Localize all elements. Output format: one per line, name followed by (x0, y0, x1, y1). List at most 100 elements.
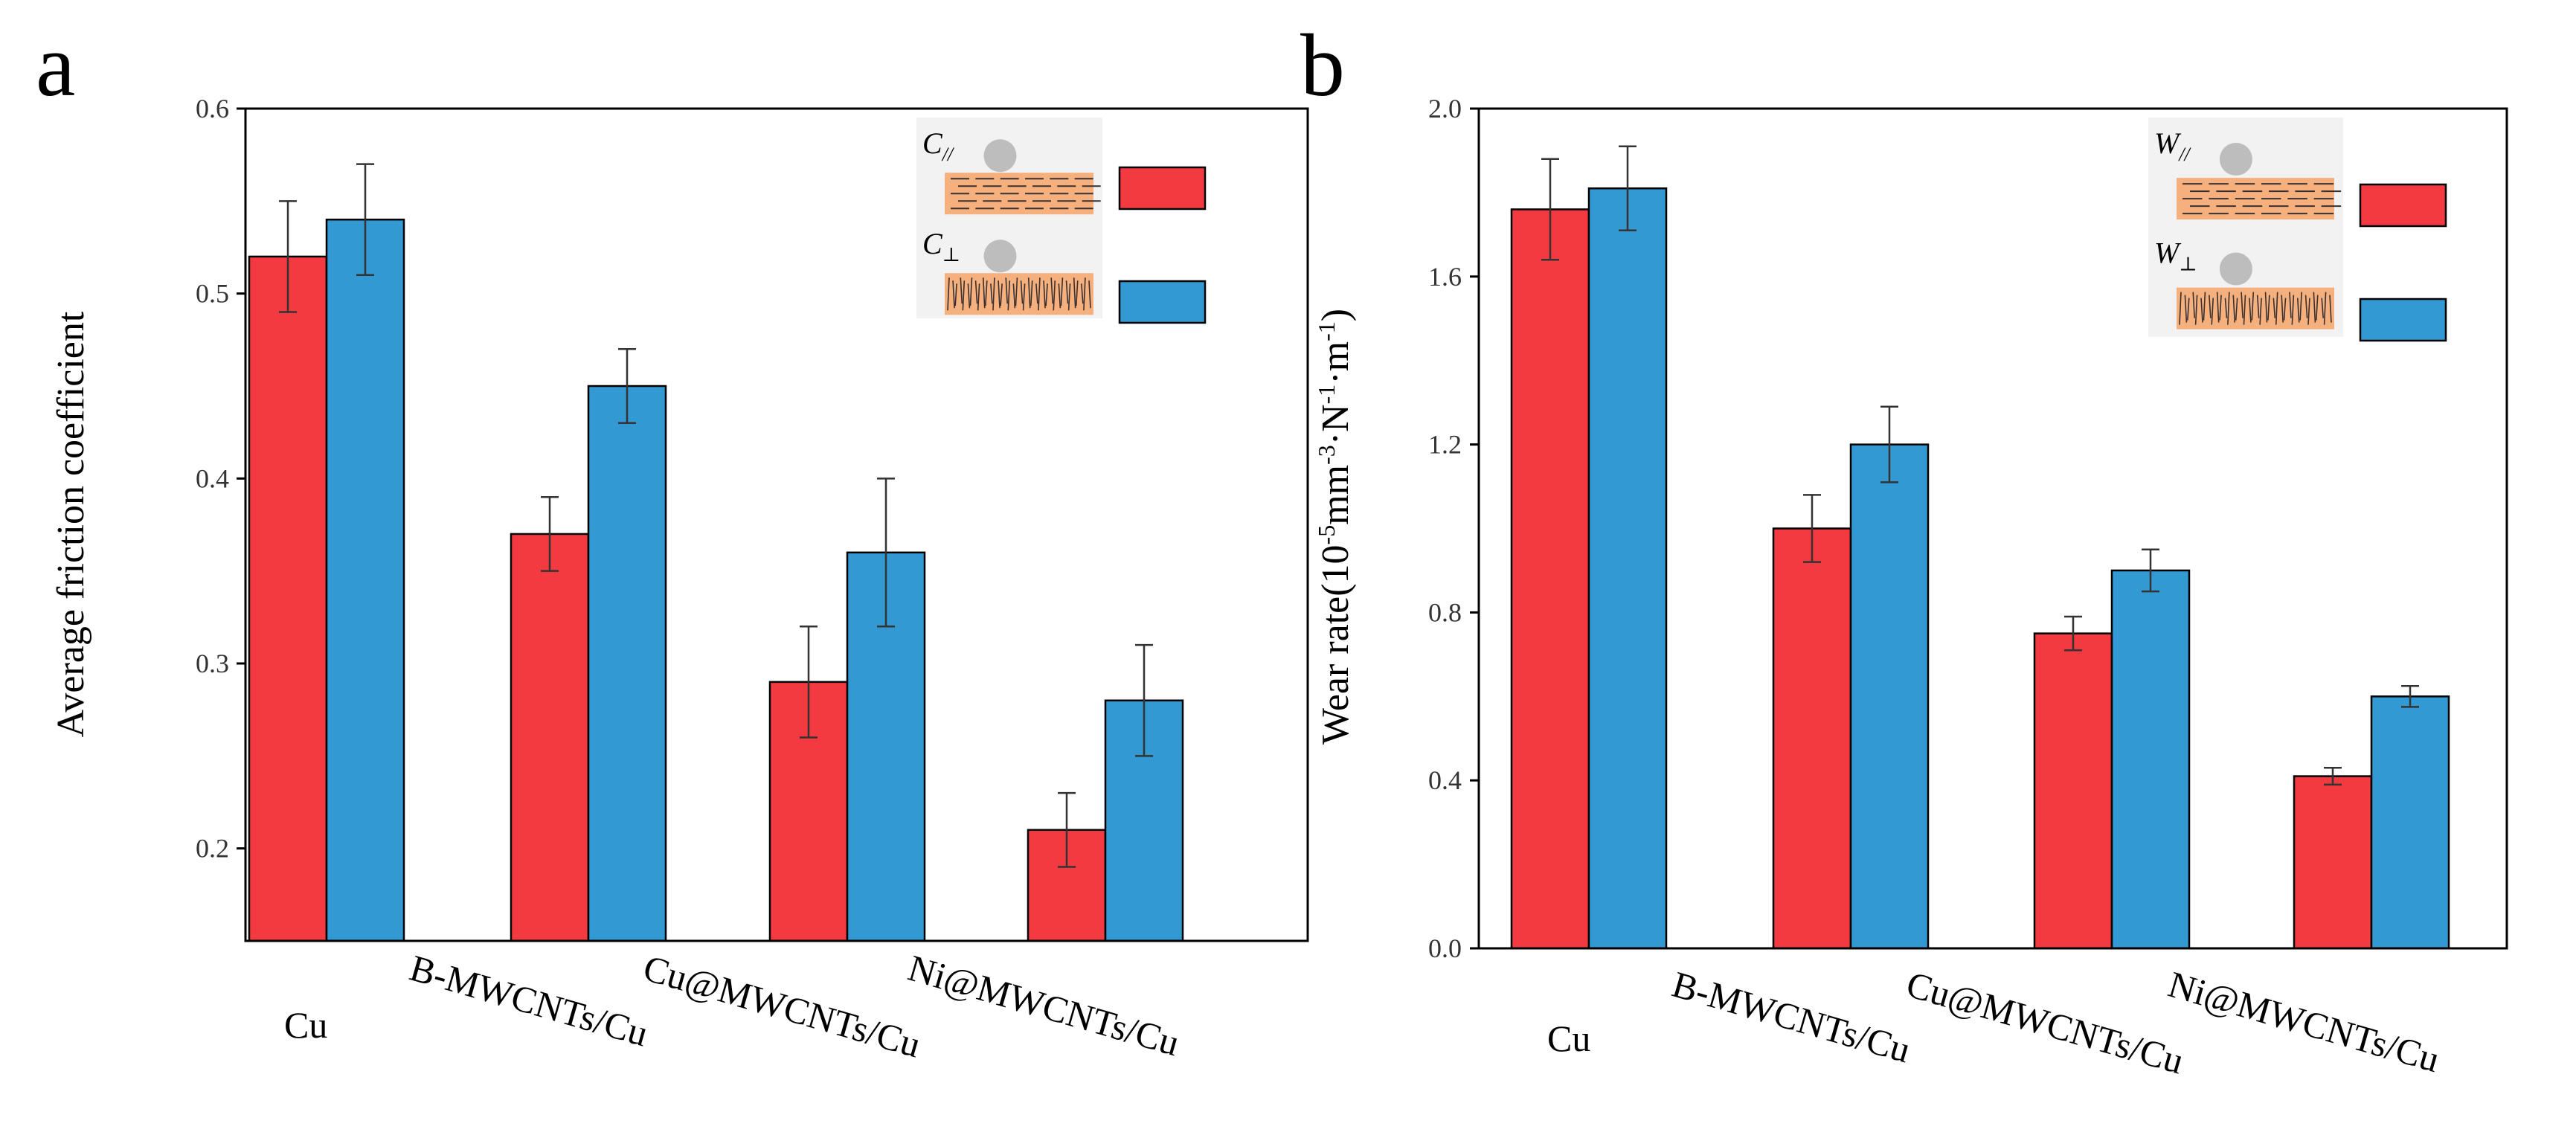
fiber-line (969, 277, 973, 306)
fiber-line (2194, 295, 2198, 325)
fiber-line (2323, 292, 2327, 325)
fiber-line (2275, 292, 2278, 325)
y-tick-label: 0.0 (1428, 933, 1462, 963)
fiber-line (974, 280, 978, 304)
y-tick-label: 0.8 (1428, 597, 1462, 627)
fiber-line (1035, 283, 1038, 304)
fiber-line (2243, 295, 2246, 325)
fiber-line (2313, 292, 2316, 323)
fiber-line (2200, 298, 2203, 323)
legend-label: W⊥ (2154, 237, 2197, 275)
bar (248, 255, 328, 942)
bar (325, 218, 405, 942)
y-tick-label: 0.3 (196, 649, 229, 678)
fiber-line (1020, 280, 1024, 304)
bar (1772, 527, 1852, 950)
fiber-line (2296, 298, 2300, 323)
y-tick-label: 2.0 (1428, 94, 1462, 123)
fiber-line (2187, 298, 2190, 321)
legend-subscript: ⊥ (2179, 254, 2197, 275)
fiber-line (1000, 283, 1003, 306)
legend-subscript: // (941, 144, 955, 165)
y-axis-title-part: -3 (1313, 445, 1340, 465)
panel-letter: a (36, 16, 75, 115)
legend-symbol: W (2154, 237, 2182, 270)
fiber-line (1043, 280, 1046, 309)
fiber-line (992, 277, 995, 311)
fiber-line (2256, 295, 2260, 318)
fiber-line (2209, 295, 2212, 318)
fiber-line (2291, 295, 2295, 325)
fiber-line (2259, 298, 2262, 325)
fiber-line (1073, 277, 1076, 309)
fiber-line (2264, 292, 2268, 323)
fiber-line (2281, 295, 2284, 323)
fiber-line (2179, 292, 2182, 325)
y-tick-label: 1.2 (1428, 430, 1462, 460)
y-axis-title-part: -1 (1313, 321, 1340, 341)
fiber-line (1081, 283, 1084, 304)
fiber-line (1050, 277, 1053, 304)
sample-block (2177, 287, 2334, 329)
legend-subscript: // (2177, 144, 2191, 165)
fiber-line (967, 283, 971, 309)
ball-icon (983, 240, 1017, 273)
fiber-line (1027, 277, 1031, 309)
fiber-line (2273, 298, 2276, 318)
y-axis-title-part: ) (1314, 309, 1357, 321)
legend-inset: C//C⊥ (916, 118, 1102, 318)
fiber-line (2216, 292, 2220, 323)
fiber-line (2283, 298, 2287, 321)
legend-label: W// (2154, 126, 2192, 165)
y-axis-title-part: ·N (1314, 404, 1357, 445)
y-axis-title-part: mm (1314, 465, 1357, 525)
fiber-line (1038, 277, 1041, 311)
y-tick-label: 0.4 (1428, 765, 1462, 795)
fiber-line (2251, 292, 2255, 321)
fiber-line (2249, 298, 2252, 323)
fiber-line (960, 277, 963, 304)
fiber-line (1015, 277, 1018, 306)
legend-symbol: C (922, 227, 943, 260)
fiber-line (2307, 298, 2310, 325)
y-axis-title: Average friction coefficient (50, 311, 92, 737)
fiber-line (2227, 292, 2230, 325)
plot-frame (1477, 107, 2508, 950)
fiber-line (1065, 280, 1069, 304)
fiber-line (1060, 277, 1064, 306)
y-axis-title-part: -5 (1313, 525, 1340, 545)
y-tick-label: 0.5 (196, 279, 229, 309)
fiber-line (952, 280, 955, 309)
legend-inset: W//W⊥ (2148, 118, 2343, 337)
fiber-line (1007, 280, 1011, 311)
bar (2370, 695, 2450, 950)
fiber-line (985, 280, 988, 306)
sample-block (945, 173, 1093, 215)
y-axis-title: Wear rate(10-5mm-3·N-1·m-1) (1313, 309, 1357, 745)
category-label: Cu (1547, 1018, 1590, 1059)
bar (2110, 569, 2191, 950)
fiber-line (1083, 277, 1086, 311)
legend-swatch (2359, 298, 2447, 342)
y-tick-label: 0.4 (196, 463, 229, 493)
fiber-line (1005, 277, 1009, 304)
fiber-line (2211, 298, 2214, 325)
fiber-line (2315, 295, 2319, 321)
y-axis-title-part: Wear rate(10 (1314, 544, 1357, 745)
legend-symbol: W (2154, 126, 2182, 160)
fiber-line (2321, 298, 2324, 318)
fiber-line (2289, 292, 2292, 318)
bar (587, 385, 667, 942)
fiber-line (1022, 283, 1026, 311)
fiber-line (2241, 292, 2243, 318)
ball-icon (983, 139, 1017, 173)
legend-swatch (2359, 183, 2447, 228)
bar (1849, 443, 1930, 950)
fiber-line (954, 283, 957, 306)
fiber-line (998, 280, 1000, 309)
fiber-line (1088, 280, 1091, 309)
sample-block (2177, 178, 2334, 220)
legend-swatch (1118, 280, 1207, 324)
fiber-line (1030, 280, 1033, 306)
